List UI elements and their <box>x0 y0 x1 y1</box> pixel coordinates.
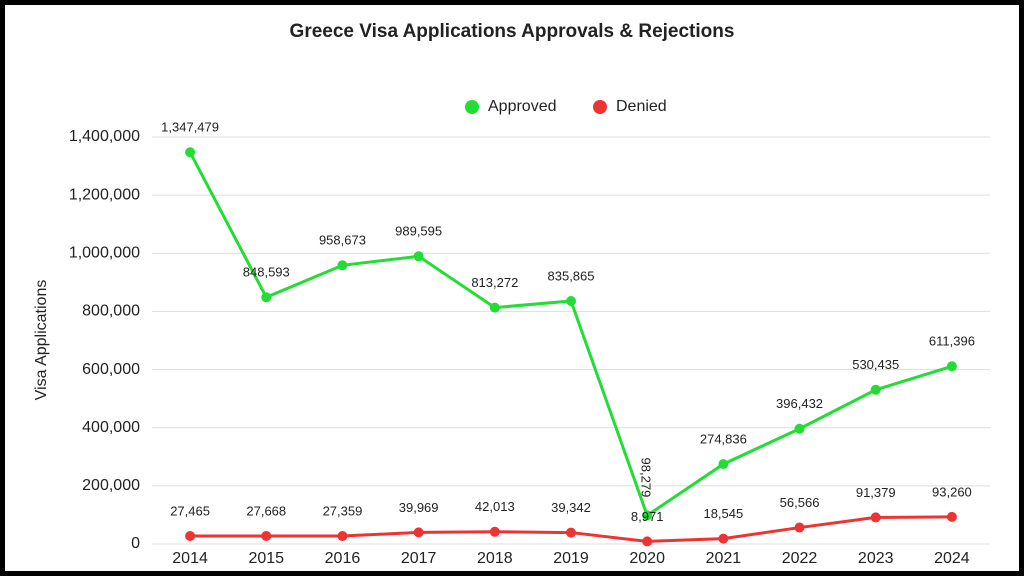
y-tick-label: 1,000,000 <box>69 245 140 262</box>
value-label: 530,435 <box>852 357 899 372</box>
point <box>185 147 196 158</box>
value-label: 93,260 <box>932 484 972 499</box>
value-label: 56,566 <box>780 495 820 510</box>
x-tick-label: 2024 <box>934 550 970 567</box>
y-tick-label: 1,400,000 <box>69 128 140 145</box>
chart-title: Greece Visa Applications Approvals & Rej… <box>290 21 735 42</box>
legend-label: Approved <box>488 98 557 115</box>
point <box>489 302 500 313</box>
point <box>794 423 805 434</box>
y-tick-label: 800,000 <box>82 303 140 320</box>
x-tick-label: 2016 <box>325 550 361 567</box>
point <box>261 530 272 541</box>
value-label: 91,379 <box>856 485 896 500</box>
value-label: 1,347,479 <box>161 120 219 135</box>
x-tick-label: 2021 <box>706 550 742 567</box>
x-tick-label: 2017 <box>401 550 437 567</box>
legend-label: Denied <box>616 98 667 115</box>
value-label: 27,465 <box>170 503 210 518</box>
point <box>946 361 957 372</box>
value-label: 42,013 <box>475 499 515 514</box>
value-label: 274,836 <box>700 432 747 447</box>
legend-marker <box>593 100 607 114</box>
point <box>718 459 729 470</box>
value-label: 18,545 <box>703 506 743 521</box>
point <box>566 296 576 307</box>
point <box>642 536 653 547</box>
y-tick-label: 400,000 <box>82 419 140 436</box>
value-label: 27,668 <box>246 503 286 518</box>
y-tick-label: 1,200,000 <box>69 186 140 203</box>
point <box>642 510 653 521</box>
point <box>946 511 957 522</box>
point <box>870 512 881 523</box>
x-tick-label: 2020 <box>629 550 665 567</box>
point <box>185 531 196 542</box>
value-label: 39,342 <box>551 500 591 515</box>
point <box>794 522 805 533</box>
point <box>489 526 500 537</box>
point <box>718 533 729 544</box>
x-tick-label: 2015 <box>248 550 284 567</box>
value-label: 39,969 <box>399 500 439 515</box>
point <box>337 260 348 271</box>
value-label: 98,279 <box>639 458 654 498</box>
x-tick-label: 2018 <box>477 550 513 567</box>
point <box>413 527 424 538</box>
value-label: 848,593 <box>243 265 290 280</box>
value-label: 989,595 <box>395 224 442 239</box>
y-tick-label: 600,000 <box>82 361 140 378</box>
value-label: 611,396 <box>929 334 975 349</box>
point <box>261 292 272 303</box>
point <box>566 527 576 538</box>
legend-marker <box>465 100 479 114</box>
y-tick-label: 0 <box>131 535 140 552</box>
value-label: 27,359 <box>323 503 363 518</box>
x-tick-label: 2014 <box>172 550 208 567</box>
point <box>870 384 881 395</box>
point <box>337 531 348 542</box>
value-label: 8,971 <box>631 509 664 524</box>
value-label: 813,272 <box>471 275 518 290</box>
y-axis-label: Visa Applications <box>33 280 50 401</box>
value-label: 958,673 <box>319 233 366 248</box>
x-tick-label: 2023 <box>858 550 894 567</box>
point <box>413 251 424 262</box>
value-label: 396,432 <box>776 396 823 411</box>
y-tick-label: 200,000 <box>82 477 140 494</box>
value-label: 835,865 <box>548 268 595 283</box>
x-tick-label: 2019 <box>553 550 589 567</box>
x-tick-label: 2022 <box>782 550 818 567</box>
